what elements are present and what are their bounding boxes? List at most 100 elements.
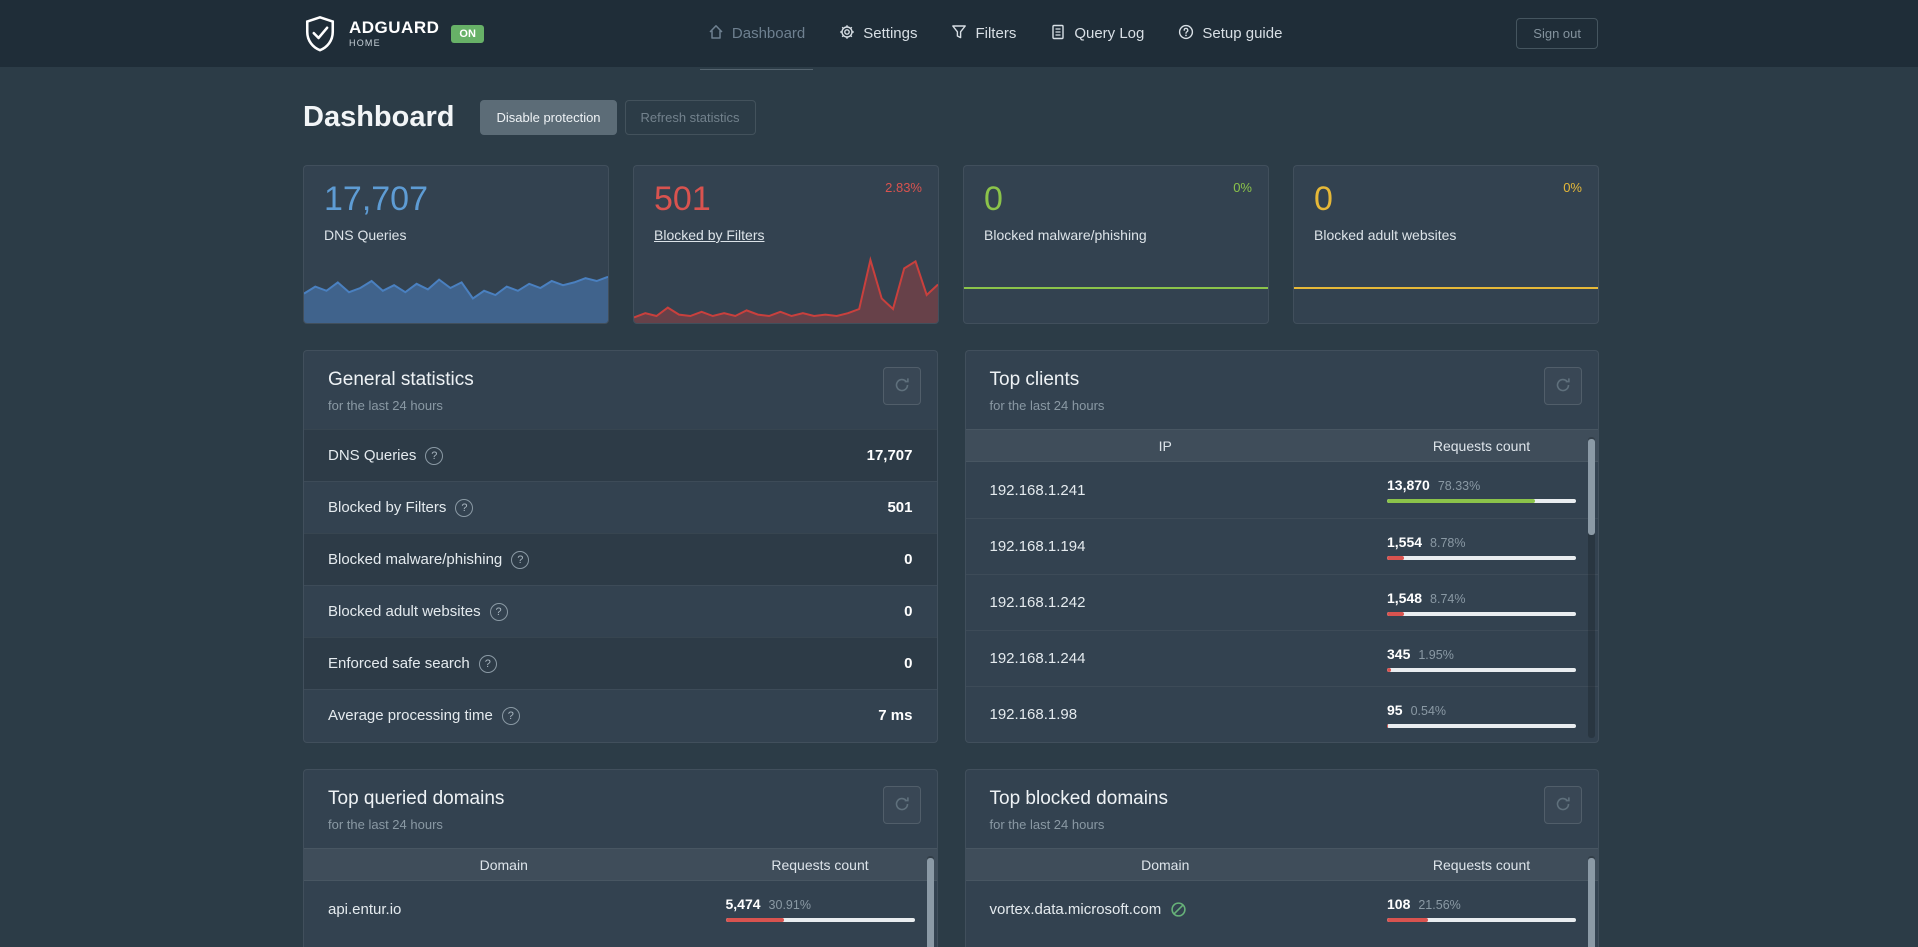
nav-item-label: Setup guide: [1202, 25, 1283, 42]
request-count: 108: [1387, 896, 1411, 912]
panel-title: General statistics: [328, 369, 474, 390]
blocked-filters-sparkline-chart: [634, 253, 938, 323]
progress-bar: [1387, 499, 1576, 503]
refresh-icon: [1555, 377, 1571, 396]
request-percent: 21.56%: [1418, 898, 1461, 912]
help-question-icon[interactable]: ?: [489, 602, 508, 621]
stat-row-label: Blocked by Filters?: [328, 498, 474, 517]
client-ip[interactable]: 192.168.1.242: [989, 594, 1086, 611]
panel-header: General statistics for the last 24 hours: [304, 351, 937, 429]
stat-value: 501: [654, 180, 711, 218]
requests-cell: 1,548 8.74%: [1365, 590, 1598, 616]
nav-item-label: Filters: [975, 25, 1017, 42]
stat-row-value: 0: [904, 655, 913, 672]
help-question-icon[interactable]: ?: [425, 446, 444, 465]
scrollbar-thumb[interactable]: [1588, 858, 1595, 947]
blocked-domain-cell[interactable]: vortex.data.microsoft.com: [966, 901, 1366, 918]
nav-item-settings[interactable]: Settings: [839, 0, 917, 67]
refresh-icon: [1555, 796, 1571, 815]
sign-out-button[interactable]: Sign out: [1516, 18, 1598, 49]
requests-cell: 5,474 30.91%: [704, 896, 937, 922]
disable-protection-button[interactable]: Disable protection: [480, 99, 617, 135]
refresh-icon-button[interactable]: [882, 367, 921, 405]
column-header-requests: Requests count: [771, 856, 869, 873]
stat-label: Blocked adult websites: [1314, 227, 1457, 243]
stat-row-value: 17,707: [866, 447, 913, 464]
general-statistics-rows: DNS Queries? 17,707 Blocked by Filters? …: [304, 429, 937, 741]
table-row: 192.168.1.241 13,870 78.33%: [966, 462, 1599, 518]
nav-item-filters[interactable]: Filters: [951, 0, 1016, 67]
general-statistics-panel: General statistics for the last 24 hours…: [303, 350, 938, 743]
request-count: 345: [1387, 645, 1411, 662]
client-ip[interactable]: 192.168.1.98: [989, 706, 1078, 723]
stat-label-link[interactable]: Blocked by Filters: [654, 227, 765, 243]
requests-cell: 13,870 78.33%: [1365, 477, 1598, 503]
panel-subtitle: for the last 24 hours: [989, 817, 1105, 832]
panel-subtitle: for the last 24 hours: [989, 398, 1105, 413]
refresh-statistics-button[interactable]: Refresh statistics: [624, 99, 756, 135]
setup-guide-question-icon: [1178, 24, 1194, 44]
help-question-icon[interactable]: ?: [501, 706, 520, 725]
scrollbar-thumb[interactable]: [1588, 439, 1595, 535]
settings-gear-icon: [839, 24, 855, 44]
panel-scrollbar[interactable]: [926, 856, 934, 947]
requests-cell: 108 21.56%: [1365, 896, 1598, 922]
panel-header: Top clients for the last 24 hours: [966, 351, 1599, 429]
table-row: 192.168.1.244 345 1.95%: [965, 630, 1598, 686]
client-ip[interactable]: 192.168.1.241: [989, 481, 1086, 499]
column-header-domain: Domain: [479, 856, 528, 873]
queried-domain[interactable]: api.entur.io: [328, 900, 402, 918]
top-queried-rows: api.entur.io 5,474 30.91%: [304, 881, 937, 937]
progress-bar: [725, 918, 915, 922]
nav-item-query-log[interactable]: Query Log: [1050, 0, 1144, 67]
brand-text: ADGUARD HOME: [349, 19, 439, 48]
top-queried-domains-panel: Top queried domains for the last 24 hour…: [303, 769, 938, 947]
stat-row: Average processing time? 7 ms: [304, 689, 937, 741]
progress-bar: [1387, 667, 1576, 672]
progress-bar: [1387, 918, 1576, 922]
column-header-ip: IP: [1158, 437, 1172, 454]
protection-on-badge: ON: [451, 24, 484, 43]
nav-item-setup-guide[interactable]: Setup guide: [1178, 0, 1282, 67]
top-clients-panel: Top clients for the last 24 hours IP Req…: [964, 350, 1599, 743]
progress-bar-fill: [1387, 918, 1428, 922]
refresh-icon-button[interactable]: [1544, 367, 1582, 405]
panel-subtitle: for the last 24 hours: [328, 817, 443, 832]
refresh-icon-button[interactable]: [882, 786, 921, 824]
requests-cell: 345 1.95%: [1365, 646, 1598, 672]
blocked-malware-sparkline-chart: [964, 253, 1268, 323]
blocked-slash-circle-icon: [1170, 901, 1187, 918]
help-question-icon[interactable]: ?: [455, 498, 474, 517]
progress-bar-fill: [1387, 611, 1404, 616]
top-clients-rows: 192.168.1.241 13,870 78.33% 192.168.1.194…: [965, 462, 1599, 742]
help-question-icon[interactable]: ?: [478, 654, 497, 673]
column-header-domain: Domain: [1141, 856, 1190, 873]
stat-card-dns-queries: 17,707 DNS Queries: [303, 165, 609, 324]
refresh-icon-button[interactable]: [1544, 786, 1582, 824]
request-percent: 78.33%: [1437, 479, 1481, 493]
progress-bar: [1387, 611, 1576, 616]
stat-label: Blocked malware/phishing: [984, 227, 1147, 243]
title-row: Dashboard Disable protection Refresh sta…: [303, 99, 1599, 135]
panel-scrollbar[interactable]: [1588, 437, 1595, 738]
stat-delta: 0%: [1563, 180, 1582, 195]
help-question-icon[interactable]: ?: [511, 550, 530, 569]
table-row: 192.168.1.194 1,554 8.78%: [965, 518, 1598, 574]
page-title: Dashboard: [303, 101, 455, 133]
stat-value: 0: [984, 180, 1003, 218]
panel-title: Top clients: [989, 369, 1080, 390]
nav-item-label: Settings: [863, 25, 918, 42]
panel-header: Top queried domains for the last 24 hour…: [304, 770, 937, 848]
stat-label: DNS Queries: [324, 227, 407, 243]
request-percent: 8.74%: [1430, 591, 1466, 606]
request-count: 95: [1387, 701, 1403, 718]
panel-scrollbar[interactable]: [1588, 856, 1595, 947]
nav-item-dashboard[interactable]: Dashboard: [699, 0, 814, 70]
requests-cell: 1,554 8.78%: [1365, 534, 1598, 560]
panel-title: Top queried domains: [328, 788, 505, 809]
request-percent: 30.91%: [768, 898, 811, 912]
scrollbar-thumb[interactable]: [926, 858, 934, 947]
client-ip[interactable]: 192.168.1.194: [989, 538, 1086, 555]
table-row: 192.168.1.242 1,548 8.74%: [965, 574, 1598, 630]
client-ip[interactable]: 192.168.1.244: [989, 650, 1086, 667]
